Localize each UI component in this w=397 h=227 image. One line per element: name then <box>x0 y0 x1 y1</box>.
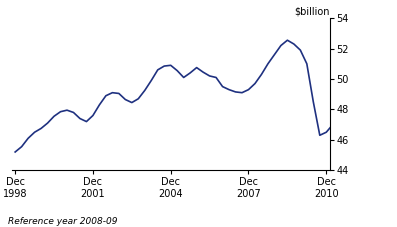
Text: $billion: $billion <box>294 7 330 17</box>
Text: Reference year 2008-09: Reference year 2008-09 <box>8 217 118 226</box>
